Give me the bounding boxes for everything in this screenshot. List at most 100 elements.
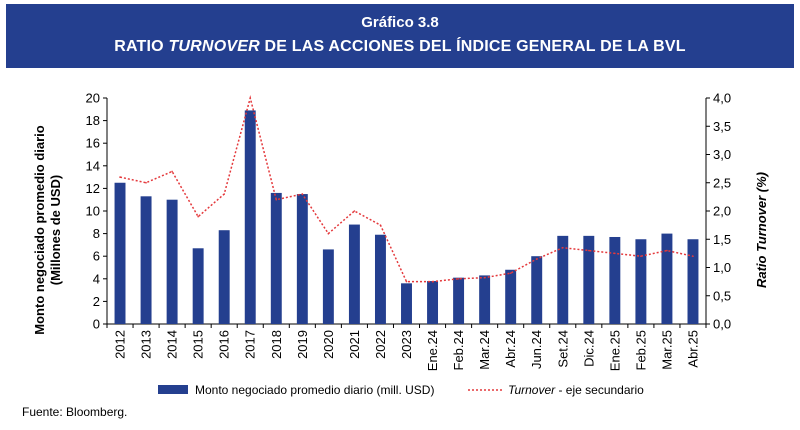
x-axis-tick-label: 2022 — [373, 330, 388, 359]
bar — [166, 199, 178, 324]
bar — [531, 256, 543, 324]
chart-area: 0 2 4 6 8 10 12 14 16 18 20 0,0 0,5 1,0 1,5 2,0 2,5 3,0 3… — [32, 91, 769, 398]
bar — [296, 194, 308, 324]
x-axis-tick-label: 2017 — [243, 330, 258, 359]
bar — [661, 233, 673, 324]
right-axis-title-pre: Ratio — [754, 252, 769, 288]
bar — [557, 235, 569, 324]
x-axis-tick-label: 2021 — [347, 330, 362, 359]
left-axis-tick-label: 20 — [86, 91, 100, 106]
turnover-point — [483, 276, 486, 279]
turnover-point — [535, 258, 538, 260]
right-axis-title-post: (%) — [754, 172, 769, 196]
bar — [687, 239, 699, 324]
bar — [635, 239, 647, 324]
left-axis-tick-label: 18 — [86, 113, 100, 128]
legend-bar-swatch — [158, 385, 188, 394]
bar — [140, 196, 152, 324]
x-axis-tick-label: 2019 — [295, 330, 310, 359]
turnover-point — [145, 181, 147, 184]
bar — [244, 110, 256, 325]
left-axis-tick-label: 2 — [93, 294, 100, 309]
bar — [505, 269, 517, 324]
chart-number-title: Gráfico 3.8 — [361, 14, 439, 31]
x-axis-tick-label: Set.24 — [555, 330, 570, 368]
chart-title: RATIO TURNOVER DE LAS ACCIONES DEL ÍNDIC… — [6, 38, 794, 56]
right-axis-tick-label: 3,0 — [713, 147, 731, 162]
left-axis-tick-label: 14 — [86, 158, 100, 173]
legend-line-label: Turnover - eje secundario — [508, 383, 644, 397]
turnover-point — [588, 249, 590, 252]
turnover-point — [327, 232, 330, 235]
right-axis-tick-label: 4,0 — [713, 91, 731, 106]
turnover-line — [119, 95, 694, 283]
x-axis-tick-label: Mar.25 — [659, 330, 674, 370]
bar — [583, 235, 595, 324]
bar — [348, 224, 360, 324]
x-axis-tick-label: 2015 — [191, 330, 206, 359]
turnover-point — [301, 193, 304, 195]
legend-line-label-rest: - eje secundario — [555, 383, 644, 397]
legend: Monto negociado promedio diario (mill. U… — [158, 383, 644, 397]
legend-line-label-italic: Turnover — [508, 383, 556, 397]
x-axis-tick-label: 2014 — [165, 330, 180, 359]
left-axis-tick-label: 12 — [86, 181, 100, 196]
right-axis-tick-label: 3,5 — [713, 119, 731, 134]
right-axis: 0,0 0,5 1,0 1,5 2,0 2,5 3,0 3,5 4,0 — [705, 91, 731, 332]
right-axis-tick-label: 0,0 — [713, 317, 731, 332]
turnover-point — [405, 280, 408, 283]
turnover-point — [692, 255, 694, 257]
right-axis-tick-label: 2,0 — [713, 204, 731, 219]
right-axis-tick-label: 1,0 — [713, 260, 731, 275]
turnover-point — [379, 224, 382, 226]
x-axis-tick-label: 2020 — [321, 330, 336, 359]
left-axis-tick-label: 4 — [93, 271, 100, 286]
x-axis-tick-label: Feb.24 — [451, 330, 466, 370]
chart-title-post: DE LAS ACCIONES DEL ÍNDICE GENERAL DE LA… — [259, 38, 686, 55]
chart-header: Gráfico 3.8 RATIO TURNOVER DE LAS ACCION… — [6, 4, 794, 68]
bar — [453, 277, 465, 324]
turnover-point — [275, 198, 278, 201]
turnover-point — [249, 97, 252, 99]
x-axis-labels: 2012 2013 2014 2015 2016 2017 2018 2019 2020 2021… — [106, 324, 707, 371]
source-note: Fuente: Bloomberg. — [22, 405, 128, 419]
turnover-point — [509, 272, 512, 274]
turnover-point — [171, 170, 173, 173]
left-axis-tick-label: 0 — [93, 317, 100, 332]
turnover-point — [640, 255, 642, 257]
left-axis-tick-label: 10 — [86, 204, 100, 219]
x-axis-tick-label: 2012 — [113, 330, 128, 359]
chart-title-italic: TURNOVER — [168, 38, 260, 55]
turnover-line-series — [119, 95, 694, 283]
turnover-point — [119, 176, 121, 178]
x-axis-tick-label: Ene.25 — [607, 330, 622, 371]
turnover-point — [614, 252, 616, 255]
left-axis-tick-label: 16 — [86, 136, 100, 151]
bar — [427, 281, 439, 324]
left-axis: 0 2 4 6 8 10 12 14 16 18 20 — [86, 91, 706, 332]
turnover-point — [223, 193, 225, 195]
right-axis-tick-label: 0,5 — [713, 288, 731, 303]
x-axis-tick-label: 2023 — [399, 330, 414, 359]
bar — [192, 248, 204, 324]
turnover-point — [197, 215, 199, 218]
bar — [401, 283, 412, 324]
bar — [322, 249, 334, 324]
right-axis-tick-label: 2,5 — [713, 175, 731, 190]
left-axis-title-line1: Monto negociado promedio diario — [32, 125, 47, 335]
x-axis-tick-label: Feb.25 — [633, 330, 648, 370]
turnover-point — [431, 280, 434, 283]
bar-series — [114, 110, 699, 325]
bar — [114, 182, 126, 324]
left-axis-tick-label: 8 — [93, 226, 100, 241]
bar — [218, 230, 230, 324]
right-axis-title: Ratio Turnover (%) — [754, 172, 769, 288]
x-axis-tick-label: Abr.24 — [503, 330, 518, 368]
turnover-point — [457, 278, 460, 280]
legend-bar-label: Monto negociado promedio diario (mill. U… — [195, 383, 434, 397]
chart-title-pre: RATIO — [114, 38, 169, 55]
turnover-point — [561, 246, 564, 249]
turnover-point — [353, 210, 356, 212]
bar — [609, 236, 621, 324]
x-axis-tick-label: 2013 — [139, 330, 154, 359]
